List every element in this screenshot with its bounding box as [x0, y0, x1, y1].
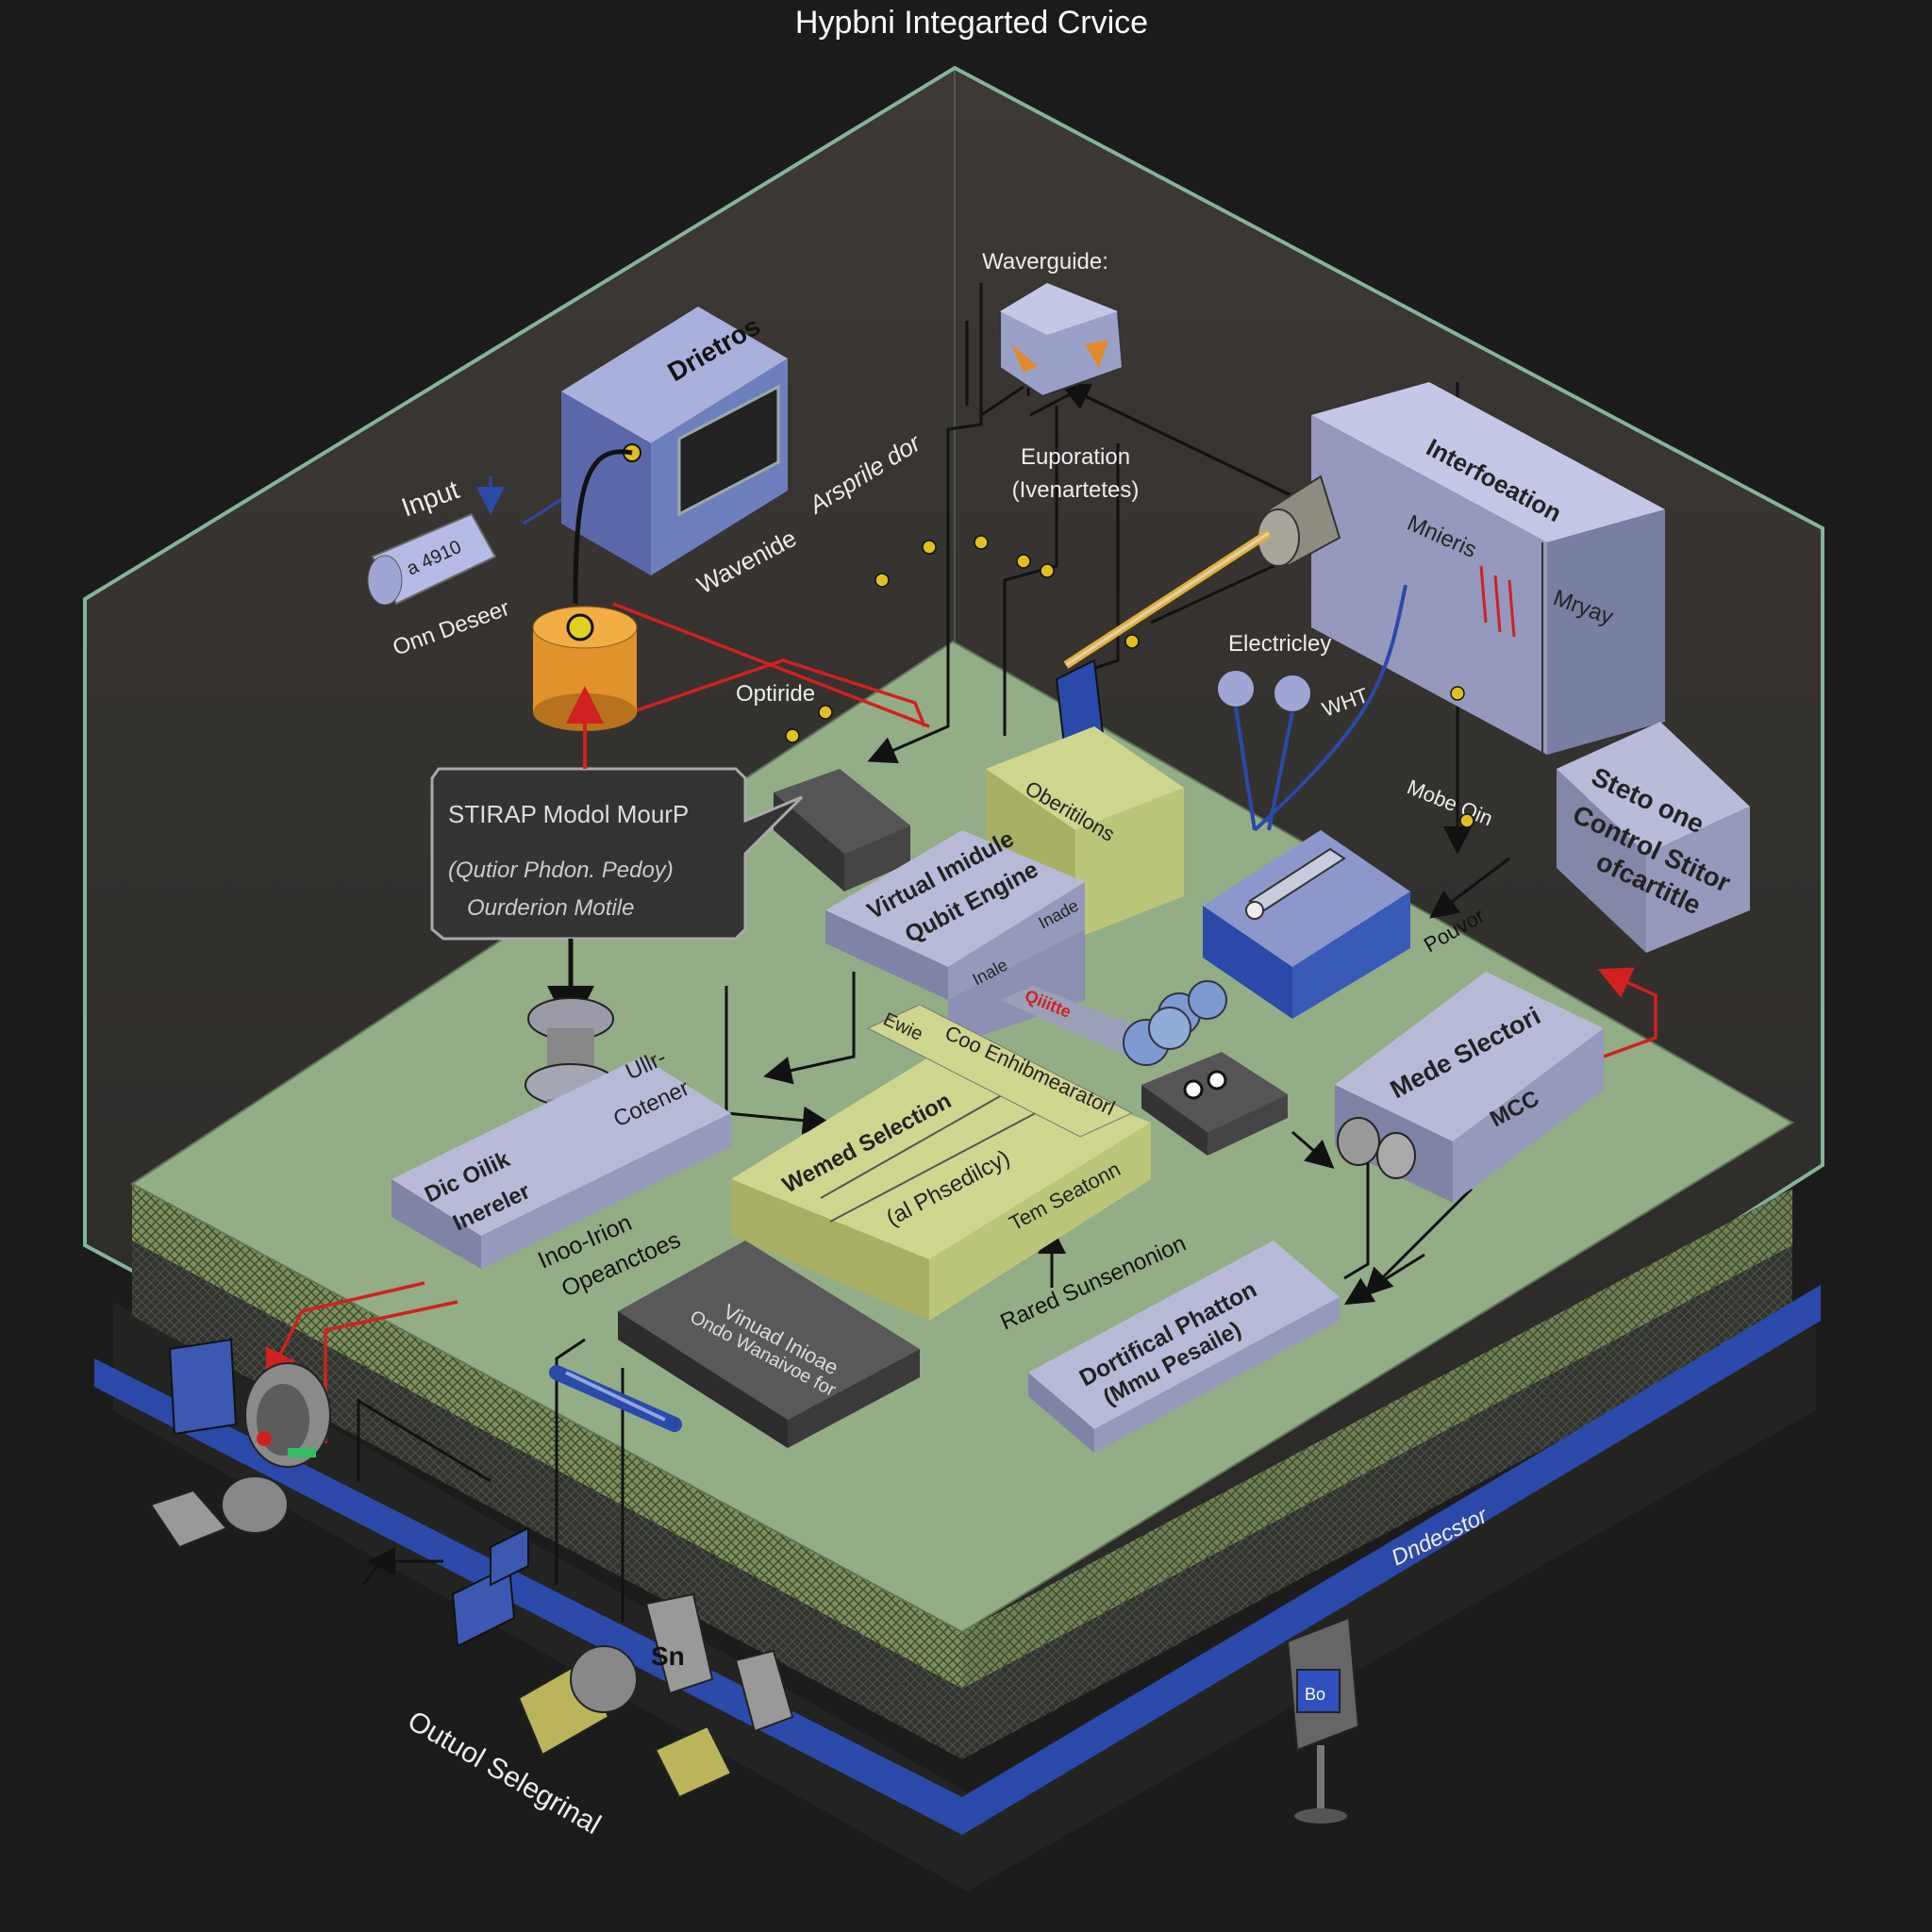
control-state-module[interactable]: Steto one Control Stitor ofcartitle — [1557, 722, 1750, 953]
control-chip[interactable] — [774, 769, 910, 891]
superposition-sub-label: (Ivenartetes) — [1012, 477, 1140, 503]
virtual-qubit-engine[interactable]: Virtual Imidule Qubit Engine Inale Inade — [825, 825, 1085, 1047]
board-side-right — [962, 1189, 1792, 1689]
beam-emitter[interactable] — [1063, 475, 1341, 669]
optimizer-label: Optiride — [736, 681, 815, 707]
detector-module[interactable]: Drietros — [561, 307, 788, 575]
virtual-mode-chip[interactable]: Vinuad Inioae Ondo Wanaivoe for — [618, 1241, 920, 1448]
electricity-label: Electricley — [1228, 631, 1331, 657]
sensor-post[interactable]: Bo — [1286, 1616, 1360, 1824]
waveguide-top-label: Waverguide: — [982, 249, 1108, 275]
dic-orbit-module[interactable]: Dic Oilik Inereler Ullr- Cotener — [391, 1044, 731, 1269]
sn-box-label: Sn — [651, 1641, 685, 1671]
interface-module[interactable]: Interfoeation Mnieris Mryay — [1311, 382, 1665, 755]
mode-selector-module[interactable]: Mede Slectori MCC — [1335, 972, 1604, 1203]
switch-box[interactable] — [1141, 1052, 1288, 1156]
qubit-spheres[interactable] — [1123, 980, 1227, 1066]
superposition-label: Euporation — [1021, 444, 1130, 470]
electricity-module[interactable] — [1203, 830, 1410, 1019]
diagram-title: Hypbni Integarted Crvice — [795, 5, 1148, 41]
blue-rod[interactable] — [549, 1365, 682, 1432]
stirap-module[interactable]: STIRAP Modol MourP (Qutior Phdon. Pedoy)… — [430, 767, 804, 941]
sensor-display-label: Bo — [1305, 1685, 1325, 1704]
electrode-pair[interactable] — [1216, 584, 1407, 832]
board-side-left — [132, 1184, 962, 1689]
stirap-title: STIRAP Modol MourP — [448, 800, 689, 828]
input-component[interactable]: a 4910 — [367, 512, 497, 606]
stirap-sub-2: Ourderion Motile — [467, 895, 634, 921]
node-markers — [785, 535, 1474, 828]
waveguide-component[interactable] — [999, 281, 1124, 398]
dortifical-photon-module[interactable]: Dortifical Phatton (Mmu Pesaile) — [1028, 1241, 1340, 1453]
io-hardware[interactable]: Sn — [149, 1338, 794, 1799]
stirap-sub-1: (Qutior Phdon. Pedoy) — [448, 858, 674, 883]
